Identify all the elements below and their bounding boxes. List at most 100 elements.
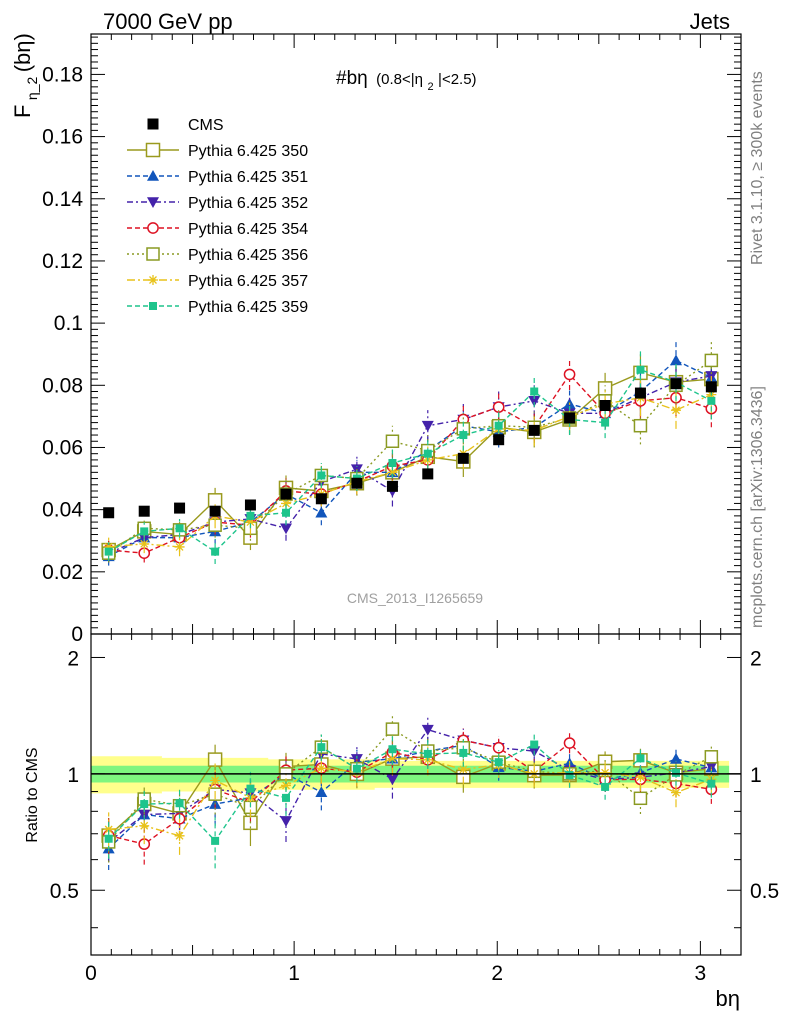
legend-marker <box>146 247 160 261</box>
y-tick-label: 0.18 <box>42 63 83 86</box>
series-line <box>108 393 712 548</box>
legend: CMS Pythia 6.425 350 Pythia 6.425 351 Pythi… <box>127 117 308 316</box>
data-point <box>422 468 434 480</box>
data-point <box>705 381 717 393</box>
ratio-series-6 <box>104 734 716 869</box>
ratio-point <box>600 767 611 778</box>
legend-label: Pythia 6.425 357 <box>188 273 308 290</box>
data-point <box>103 541 114 552</box>
plot-title: #bη (0.8<|η 2 |<2.5) <box>336 68 477 94</box>
data-point <box>707 396 716 405</box>
data-point <box>174 541 185 552</box>
ratio-point <box>282 793 290 802</box>
data-point <box>281 498 291 509</box>
data-point <box>351 477 363 489</box>
data-point <box>563 368 576 381</box>
ratio-point <box>210 775 221 786</box>
data-point <box>704 353 719 368</box>
ratio-point <box>315 786 328 797</box>
data-point <box>528 396 541 407</box>
header-right: Jets <box>690 9 730 34</box>
ratio-point <box>388 745 397 754</box>
data-point <box>138 505 150 517</box>
legend-entry-3: Pythia 6.425 354 <box>127 221 308 238</box>
data-point <box>633 418 648 433</box>
x-tick-label: 1 <box>288 962 300 985</box>
legend-marker <box>147 197 159 208</box>
data-point <box>423 449 432 458</box>
ratio-point <box>104 834 113 843</box>
data-point <box>494 421 503 430</box>
svg-text:Rivet 3.1.10, ≥ 300k events: Rivet 3.1.10, ≥ 300k events <box>749 71 766 265</box>
legend-label: Pythia 6.425 359 <box>188 299 308 316</box>
data-point <box>175 524 184 533</box>
mcplots-label: mcplots.cern.ch [arXiv:1306.3436] <box>749 386 766 628</box>
data-point <box>140 527 149 536</box>
legend-entry-cms: CMS <box>147 117 224 134</box>
data-point <box>139 538 150 549</box>
ratio-point <box>211 836 220 845</box>
y-tick-label: 0.12 <box>42 250 83 273</box>
legend-marker <box>145 142 161 158</box>
ratio-point <box>672 768 680 777</box>
svg-text:F η_2 (bη): F η_2 (bη) <box>10 33 41 118</box>
ratio-point <box>636 754 645 763</box>
x-tick-label: 2 <box>491 962 503 985</box>
data-point <box>245 517 256 528</box>
data-point <box>315 506 328 518</box>
x-axis-label: bη <box>716 986 740 1011</box>
data-point <box>388 459 397 468</box>
ratio-point <box>494 758 503 767</box>
data-point <box>104 547 113 556</box>
y-tick-label: 0.08 <box>42 374 83 397</box>
ratio-point <box>387 753 398 764</box>
ratio-tick-label-left: 0.5 <box>50 880 79 903</box>
svg-text:mcplots.cern.ch [arXiv:1306.34: mcplots.cern.ch [arXiv:1306.3436] <box>749 386 766 628</box>
ratio-point <box>316 763 327 774</box>
x-tick-label: 3 <box>695 962 707 985</box>
y-tick-label: 0.04 <box>42 499 83 522</box>
data-series-cms <box>103 378 717 519</box>
ratio-point <box>530 740 539 749</box>
data-point <box>493 434 505 446</box>
ratio-point <box>423 749 432 758</box>
data-point <box>385 434 400 449</box>
ratio-point <box>563 737 576 749</box>
data-point <box>174 502 186 514</box>
ratio-point <box>103 824 114 835</box>
ratio-point <box>175 799 184 808</box>
data-point <box>209 505 221 517</box>
y-tick-label: 0.14 <box>42 188 83 211</box>
ratio-point <box>280 816 292 827</box>
data-point <box>315 493 327 505</box>
y-tick-label: 0.02 <box>42 561 83 584</box>
data-point <box>244 499 256 511</box>
legend-marker <box>148 275 158 285</box>
data-point <box>246 511 255 520</box>
ratio-point <box>140 800 149 809</box>
ratio-point <box>704 750 719 764</box>
ratio-point <box>492 741 505 754</box>
ratio-point <box>246 784 255 793</box>
ratio-point <box>459 748 468 757</box>
legend-label: Pythia 6.425 356 <box>188 247 308 264</box>
data-point <box>636 365 645 374</box>
ratio-point <box>385 722 400 736</box>
legend-entry-6: Pythia 6.425 359 <box>127 299 308 316</box>
legend-marker <box>147 222 159 234</box>
y-tick-label: 0 <box>71 623 83 646</box>
legend-marker <box>149 302 157 310</box>
ratio-tick-label-left: 1 <box>67 764 79 787</box>
data-point <box>671 405 681 416</box>
data-point <box>564 412 576 424</box>
data-point <box>670 378 682 390</box>
legend-label: Pythia 6.425 351 <box>188 169 308 186</box>
ratio-point <box>633 791 648 806</box>
ratio-point <box>281 780 291 791</box>
data-point <box>601 418 610 427</box>
ratio-point <box>139 820 150 831</box>
data-point <box>599 400 611 412</box>
rivet-label: Rivet 3.1.10, ≥ 300k events <box>749 71 766 265</box>
